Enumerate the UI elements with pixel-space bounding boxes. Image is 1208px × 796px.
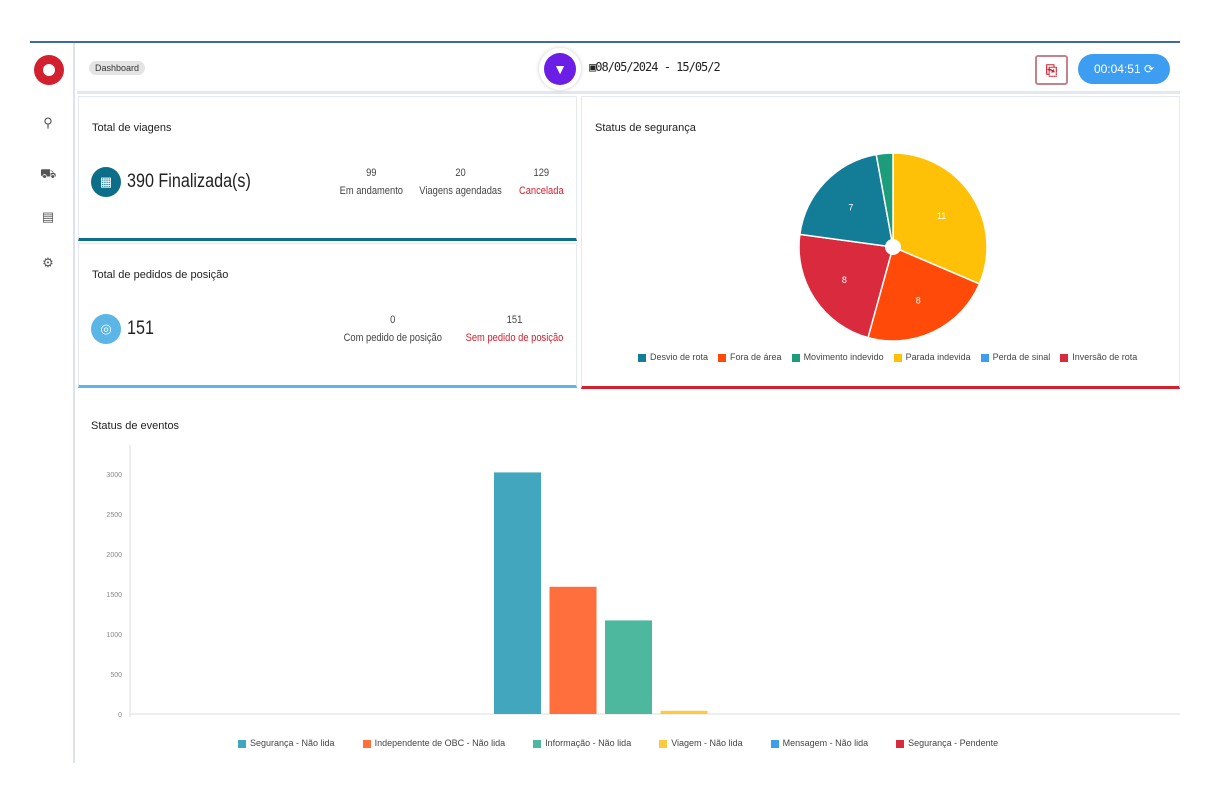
card-total-viagens: Total de viagens ▦ 390 Finalizada(s) 99 Em… — [78, 96, 577, 241]
pdf-icon: ⎘ — [1045, 62, 1058, 78]
header: Dashboard ▼ ▣08/05/2024 - 15/05/2 ⎘ 00:0… — [77, 44, 1180, 94]
pie-slice[interactable] — [798, 233, 894, 339]
legend-label: Segurança - Não lida — [250, 738, 335, 748]
legend-label: Movimento indevido — [803, 352, 884, 362]
stat-sem-pedido: 151 Sem pedido de posição — [465, 314, 564, 344]
legend-swatch — [980, 353, 989, 362]
legend-swatch — [362, 739, 371, 748]
legend-item[interactable]: Perda de sinal — [980, 352, 1051, 362]
legend-swatch — [638, 353, 646, 362]
legend-item[interactable]: Inversão de rota — [1060, 352, 1137, 362]
legend-swatch — [893, 353, 902, 362]
stat-com-pedido: 0 Com pedido de posição — [343, 314, 442, 344]
date-range[interactable]: ▣08/05/2024 - 15/05/2 — [589, 60, 721, 74]
pie-chart: 11 8 8 7 — [798, 152, 988, 342]
legend-label: Parada indevida — [905, 352, 971, 362]
sidebar: ⚲ ⛟ ▤ ⚙ — [30, 43, 75, 763]
pedidos-value: 151 — [127, 318, 154, 339]
pie-slice[interactable] — [867, 245, 981, 342]
logo[interactable] — [34, 55, 64, 85]
legend-item[interactable]: Independente de OBC - Não lida — [362, 738, 506, 748]
target-icon: ◎ — [91, 314, 121, 344]
legend-label: Segurança - Pendente — [908, 738, 999, 748]
legend-label: Mensagem - Não lida — [782, 738, 869, 748]
legend-swatch — [533, 739, 542, 748]
legend-swatch — [659, 739, 668, 748]
list-icon[interactable]: ▤ — [41, 209, 55, 224]
legend-item[interactable]: Movimento indevido — [791, 352, 884, 362]
y-tick-label: 2000 — [106, 552, 122, 559]
card-title: Status de segurança — [595, 122, 696, 134]
pie-center — [885, 239, 901, 255]
legend-label: Perda de sinal — [992, 352, 1051, 362]
legend-swatch — [238, 739, 246, 748]
pie-legend: Desvio de rota Fora de área Movimento inde… — [638, 352, 1137, 362]
map-icon: ▦ — [91, 167, 121, 197]
legend-item[interactable]: Informação - Não lida — [533, 738, 631, 748]
filter-button[interactable]: ▼ — [539, 48, 581, 90]
stat-cancelada: 129 Cancelada — [518, 167, 564, 197]
legend-label: Independente de OBC - Não lida — [374, 738, 506, 748]
refresh-timer-button[interactable]: 00:04:51 ⟳ — [1078, 54, 1170, 84]
legend-swatch — [770, 739, 779, 748]
pie-slice-label: 7 — [848, 203, 853, 213]
car-icon[interactable]: ⛟ — [40, 166, 57, 181]
pie-slice[interactable] — [875, 152, 894, 248]
breadcrumb[interactable]: Dashboard — [89, 61, 146, 75]
card-total-pedidos: Total de pedidos de posição ◎ 151 0 Com pe… — [78, 243, 577, 388]
legend-swatch — [718, 353, 727, 362]
y-tick-label: 1000 — [106, 632, 122, 639]
finalizadas-value: 390 Finalizada(s) — [127, 171, 251, 192]
filter-icon: ▼ — [544, 53, 576, 85]
legend-label: Inversão de rota — [1072, 352, 1138, 362]
legend-item[interactable]: Parada indevida — [893, 352, 971, 362]
search-icon[interactable]: ⚲ — [43, 115, 53, 130]
bar[interactable] — [605, 620, 652, 714]
top-border — [30, 41, 1180, 43]
date-range-text: 08/05/2024 - 15/05/2 — [595, 60, 720, 74]
card-title: Total de viagens — [92, 122, 172, 134]
legend-label: Fora de área — [730, 352, 782, 362]
legend-label: Viagem - Não lida — [671, 738, 743, 748]
bar[interactable] — [660, 710, 708, 714]
pie-slice[interactable] — [892, 152, 988, 285]
y-tick-label: 1500 — [106, 592, 122, 599]
bar[interactable] — [549, 586, 597, 714]
bar-legend: Segurança - Não lida Independente de OBC … — [238, 738, 998, 748]
legend-item[interactable]: Desvio de rota — [638, 352, 708, 362]
card-status-eventos: Status de eventos 0 500 1000 1500 2000 2500 30… — [78, 395, 1180, 761]
y-tick-label: 3000 — [106, 472, 122, 479]
stat-em-andamento: 99 Em andamento — [339, 167, 404, 197]
pie-slice[interactable] — [799, 153, 894, 248]
card-status-seguranca: Status de segurança 11 8 8 7 Desvio de rota… — [581, 96, 1180, 389]
bar[interactable] — [494, 472, 541, 714]
legend-item[interactable]: Mensagem - Não lida — [770, 738, 869, 748]
legend-swatch — [1060, 353, 1069, 362]
pie-slice-label: 11 — [937, 211, 946, 221]
legend-swatch — [896, 739, 905, 748]
legend-item[interactable]: Segurança - Não lida — [238, 738, 335, 748]
stat-viagens-agendadas: 20 Viagens agendadas — [419, 167, 502, 197]
settings-icon[interactable]: ⚙ — [42, 255, 54, 270]
pdf-export-button[interactable]: ⎘ — [1035, 55, 1068, 85]
y-tick-label: 500 — [110, 672, 122, 679]
pie-slice-label: 8 — [842, 275, 847, 285]
legend-label: Desvio de rota — [650, 352, 709, 362]
legend-item[interactable]: Fora de área — [718, 352, 782, 362]
legend-item[interactable]: Viagem - Não lida — [659, 738, 743, 748]
legend-swatch — [791, 353, 800, 362]
bar-chart: 0 500 1000 1500 2000 2500 3000 — [106, 445, 1180, 719]
card-title: Total de pedidos de posição — [92, 269, 229, 281]
y-tick-label: 0 — [118, 712, 122, 719]
legend-label: Informação - Não lida — [545, 738, 632, 748]
y-tick-label: 2500 — [106, 512, 122, 519]
legend-item[interactable]: Segurança - Pendente — [896, 738, 998, 748]
card-title: Status de eventos — [91, 420, 180, 432]
pie-slice-label: 8 — [916, 296, 921, 306]
